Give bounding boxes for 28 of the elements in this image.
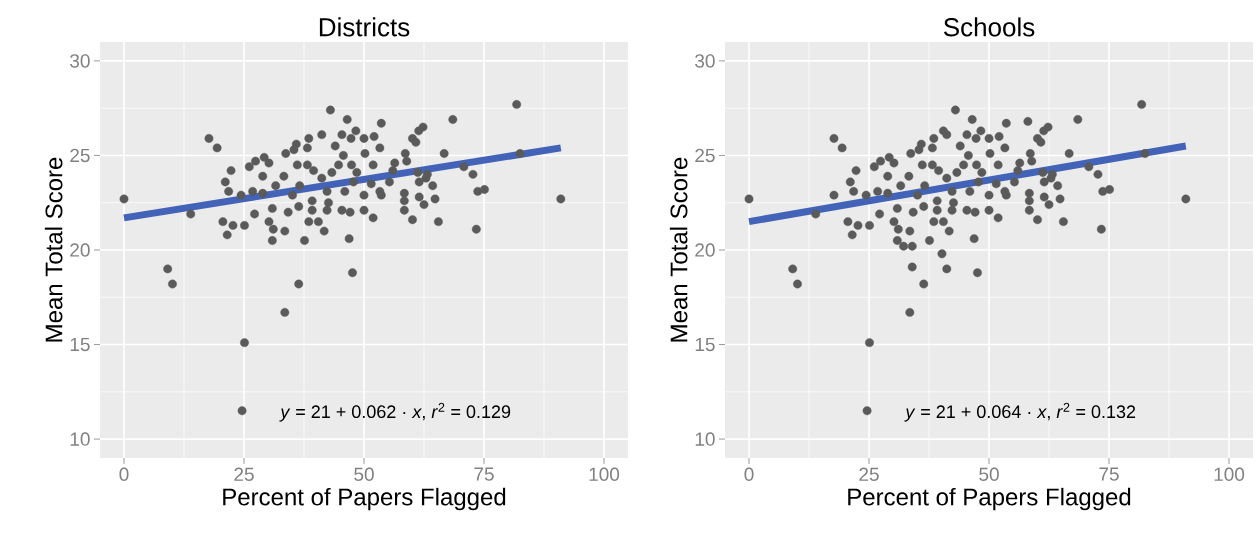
x-axis-title: Percent of Papers Flagged [223,487,506,511]
y-tick-label: 20 [70,243,90,257]
y-tick-label: 15 [695,337,715,352]
x-tick-label: 50 [979,467,999,481]
x-tick-label: 0 [119,467,129,481]
annotation: y = 21 + 0.064 · x, r$^{2}$ = 0.132 [904,402,1136,422]
chart-title: Districts [319,17,410,37]
x-tick-label: 75 [474,467,494,481]
chart-title: Schools [943,17,1035,37]
y-tick-label: 15 [70,337,90,352]
x-tick-label: 100 [1214,467,1245,481]
x-tick-label: 25 [234,467,254,481]
x-axis-title: Percent of Papers Flagged [848,487,1131,511]
annotation: y = 21 + 0.062 · x, r$^{2}$ = 0.129 [279,402,511,422]
x-tick-label: 0 [744,467,754,481]
y-tick-label: 20 [695,243,715,257]
x-tick-label: 50 [354,467,374,481]
y-axis-title: Mean Total Score [44,157,63,342]
y-tick-label: 10 [70,432,90,446]
x-tick-label: 100 [589,467,620,481]
x-tick-label: 25 [859,467,879,481]
y-tick-label: 30 [70,54,90,68]
y-tick-label: 10 [695,432,715,446]
y-tick-label: 25 [70,148,90,163]
y-tick-label: 30 [695,54,715,68]
y-axis-title: Mean Total Score [669,157,688,342]
y-tick-label: 25 [695,148,715,163]
x-tick-label: 75 [1099,467,1119,481]
